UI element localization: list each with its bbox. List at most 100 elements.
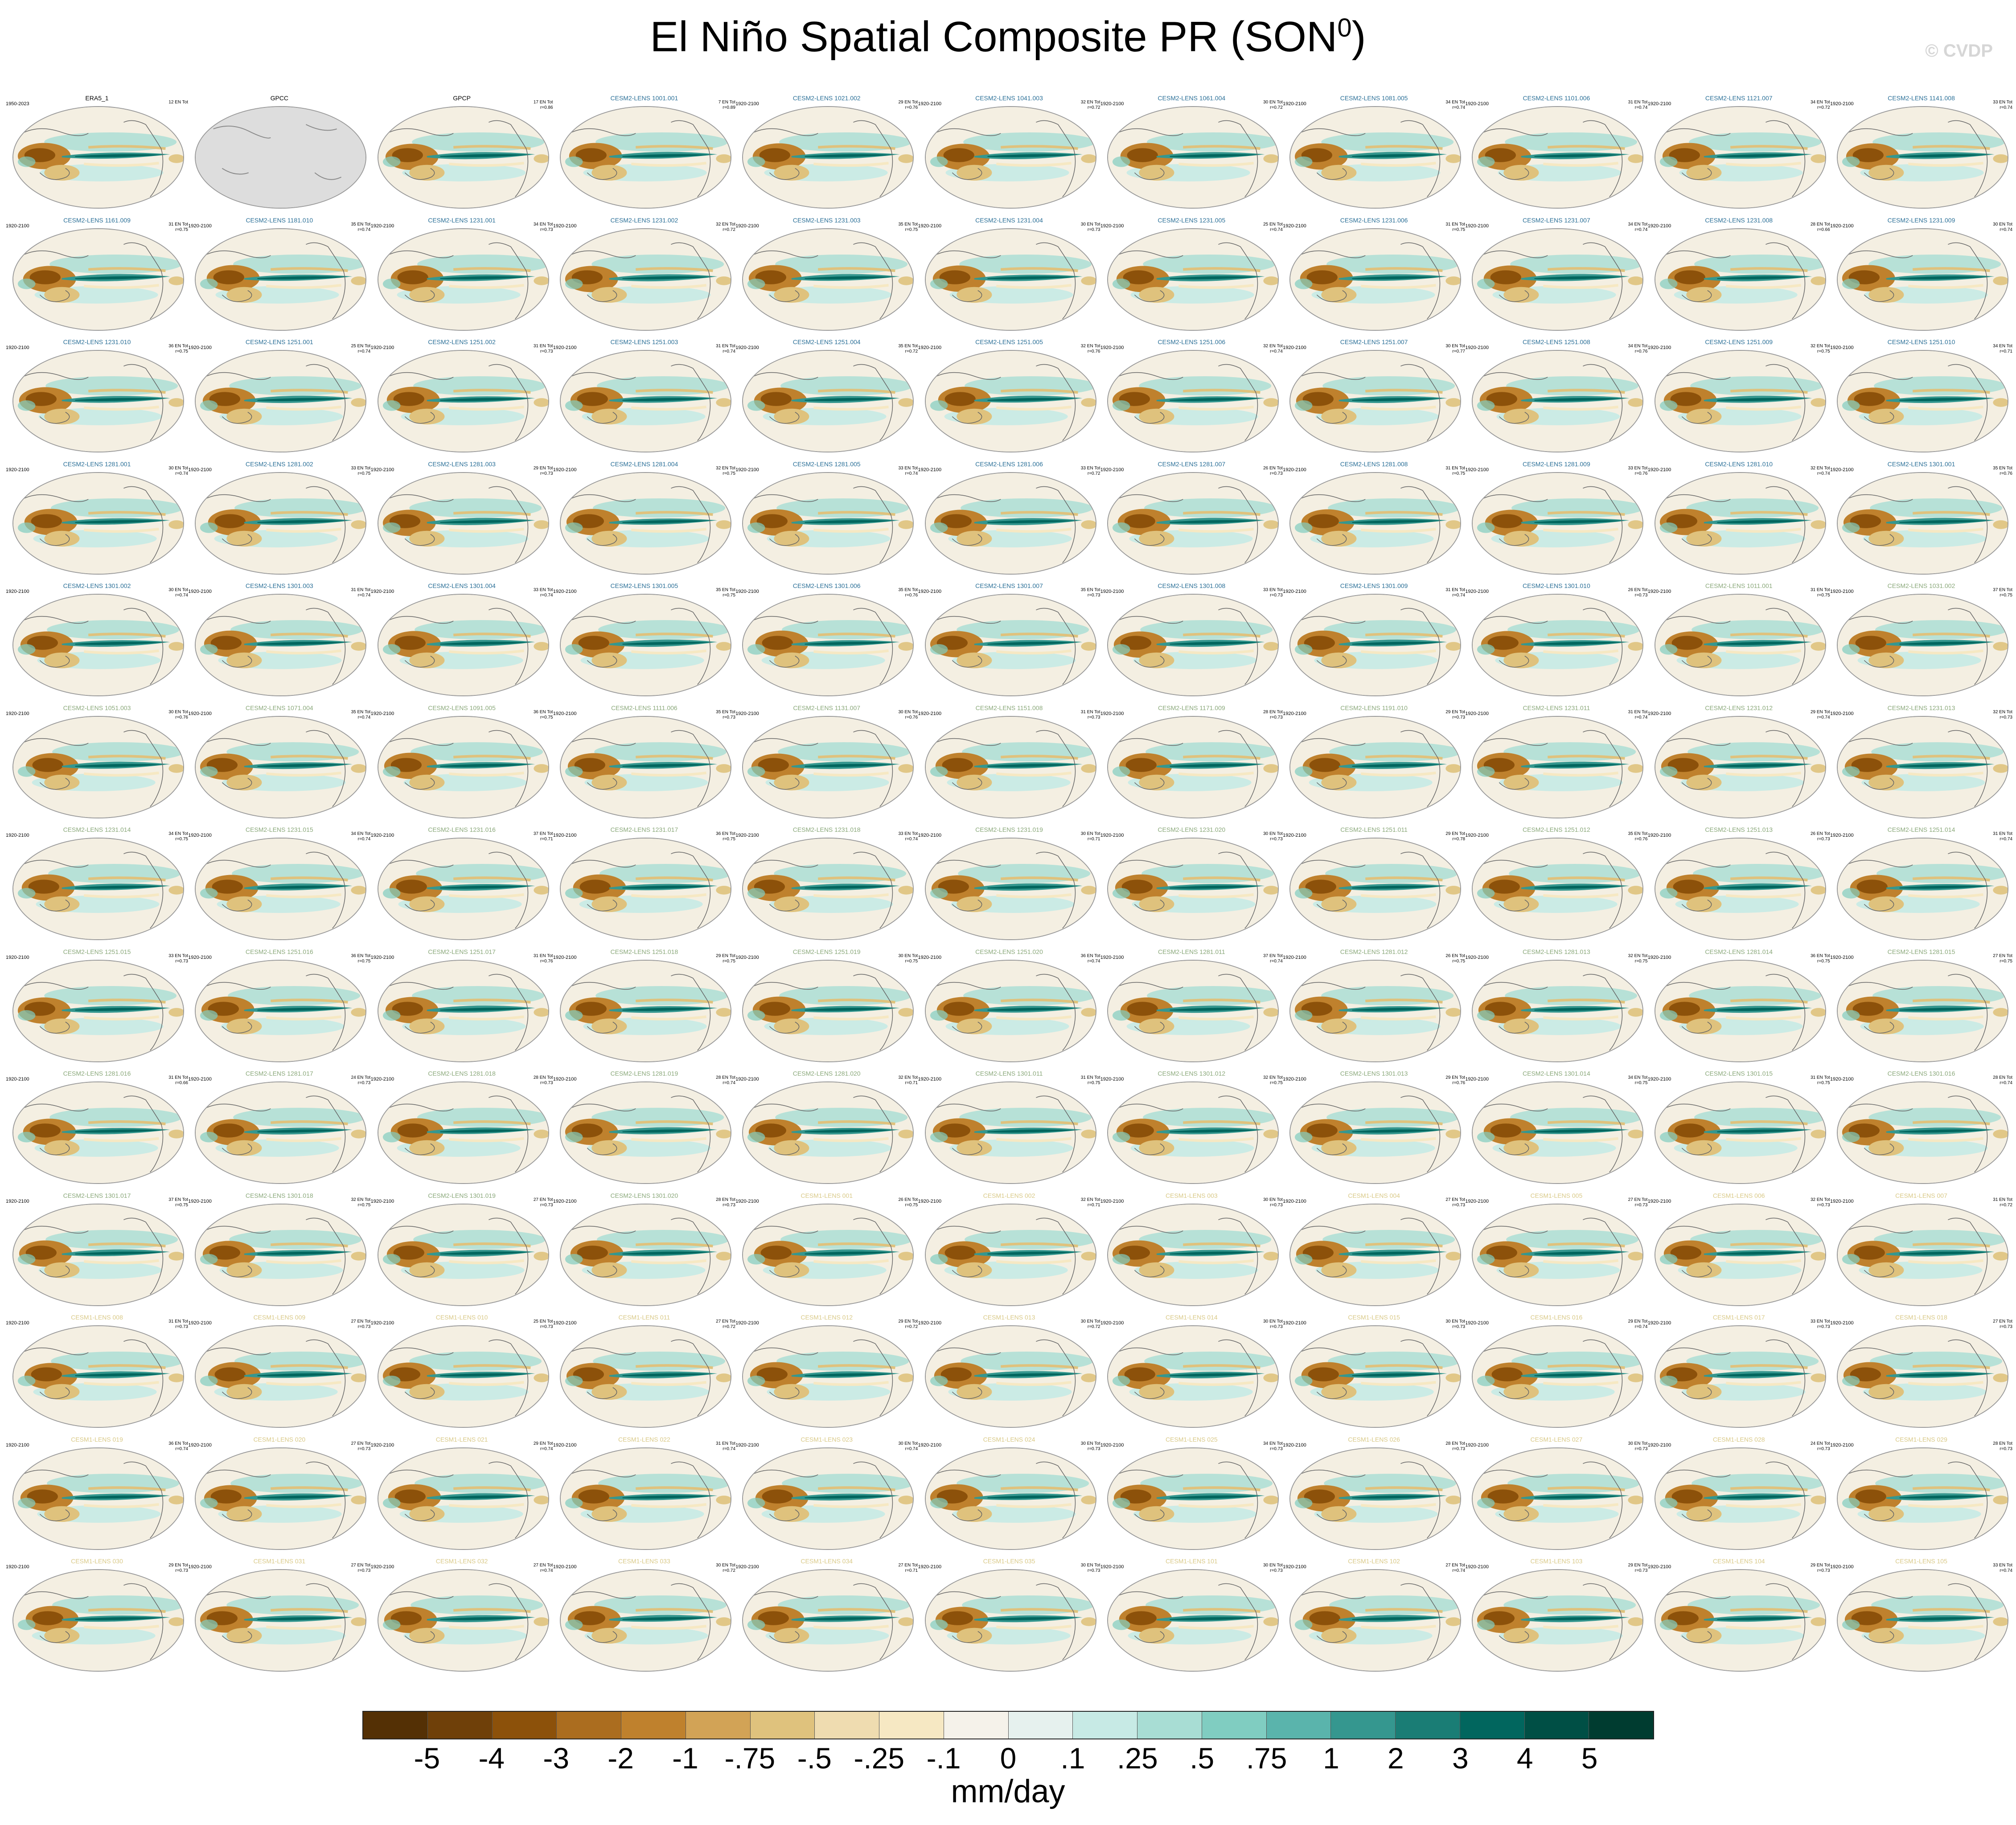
panel-years: 1920-2100 [1100, 711, 1124, 716]
panel-count: 25 EN Tot [351, 344, 371, 349]
panel-title: CESM2-LENS 1281.015 [1887, 948, 1955, 955]
panel-title: CESM2-LENS 1301.007 [975, 582, 1043, 589]
panel-title: CESM1-LENS 020 [253, 1435, 306, 1443]
composite-map [924, 838, 1096, 940]
colorbar-tick-label: 2 [1388, 1742, 1404, 1775]
panel-years: 1920-2100 [1465, 954, 1489, 960]
panel-years: 1920-2100 [6, 833, 29, 838]
composite-map [559, 350, 731, 452]
composite-map [1107, 1569, 1279, 1672]
panel-years: 1920-2100 [1647, 101, 1671, 107]
panel-count: 29 EN Tot [1810, 709, 1830, 715]
composite-map [377, 1325, 549, 1428]
panel-years: 1920-2100 [1647, 1198, 1671, 1204]
panel-title: CESM2-LENS 1231.001 [428, 216, 496, 224]
panel-title: CESM2-LENS 1231.007 [1523, 216, 1590, 224]
panel-count: 32 EN Tot [1080, 1197, 1100, 1202]
panel-years: 1920-2100 [1100, 1198, 1124, 1204]
panel-years: 1920-2100 [6, 1442, 29, 1448]
map-panel: CESM2-LENS 1051.003 1920-2100 30 EN Totr… [6, 704, 188, 826]
panel-years: 1920-2100 [1283, 345, 1306, 350]
colorbar-swatch [1396, 1712, 1460, 1739]
map-panel: CESM2-LENS 1231.007 1920-2100 34 EN Totr… [1465, 217, 1647, 339]
map-panel: CESM1-LENS 019 1920-2100 36 EN Totr=0.74 [6, 1436, 188, 1558]
composite-map [1654, 1569, 1826, 1672]
colorbar-tick-label: -5 [414, 1742, 440, 1775]
panel-years: 1920-2100 [6, 223, 29, 229]
panel-years: 1920-2100 [6, 1320, 29, 1326]
panel-count: 29 EN Tot [533, 465, 553, 471]
panel-count: 32 EN Tot [898, 1075, 918, 1080]
panel-years: 1920-2100 [1465, 223, 1489, 229]
panel-count: 30 EN Tot [1080, 1441, 1100, 1446]
panel-years: 1920-2100 [1100, 589, 1124, 594]
panel-title: CESM2-LENS 1301.015 [1705, 1070, 1773, 1077]
colorbar-tick-label: -2 [608, 1742, 634, 1775]
map-panel: CESM2-LENS 1251.012 1920-2100 35 EN Totr… [1465, 826, 1647, 948]
composite-map [195, 228, 367, 331]
panel-title: CESM1-LENS 014 [1165, 1314, 1218, 1321]
panel-count: 32 EN Tot [1080, 100, 1100, 105]
panel-count: 36 EN Tot [716, 831, 735, 836]
panel-years: 1920-2100 [1647, 345, 1671, 350]
composite-map [742, 1569, 914, 1672]
panel-years: 1920-2100 [1647, 223, 1671, 229]
panel-years: 1920-2100 [1830, 589, 1854, 594]
map-panel: CESM1-LENS 004 1920-2100 27 EN Totr=0.73 [1283, 1192, 1465, 1314]
panel-stats: 12 EN Tot [168, 100, 188, 105]
panel-count: 28 EN Tot [1993, 1075, 2012, 1080]
panel-title: CESM2-LENS 1181.010 [246, 216, 313, 224]
panel-count: 34 EN Tot [1628, 1075, 1648, 1080]
colorbar-swatch [557, 1712, 621, 1739]
panel-grid: ERA5_1 1950-2023 12 EN Tot GPCC GPCP 17 … [6, 95, 2012, 1672]
composite-map [1107, 228, 1279, 331]
panel-years: 1920-2100 [370, 1564, 394, 1570]
panel-title: CESM1-LENS 101 [1165, 1558, 1218, 1565]
composite-map [377, 1081, 549, 1184]
colorbar-tick-label: 3 [1452, 1742, 1469, 1775]
composite-map [559, 1325, 731, 1428]
panel-years: 1920-2100 [188, 589, 212, 594]
colorbar-tick-label: -.25 [854, 1742, 905, 1775]
panel-count: 34 EN Tot [351, 831, 371, 836]
panel-years: 1920-2100 [1465, 101, 1489, 107]
panel-count: 7 EN Tot [718, 100, 735, 105]
panel-count: 31 EN Tot [1993, 1197, 2012, 1202]
map-panel: CESM1-LENS 008 1920-2100 31 EN Totr=0.73 [6, 1314, 188, 1436]
panel-title: CESM2-LENS 1301.017 [63, 1192, 131, 1199]
panel-years: 1920-2100 [1465, 1564, 1489, 1570]
composite-map [924, 715, 1096, 818]
panel-count: 27 EN Tot [716, 1319, 735, 1324]
colorbar-tick-label: -.75 [724, 1742, 776, 1775]
composite-map [1289, 1325, 1462, 1428]
colorbar-tick-label: 4 [1516, 1742, 1533, 1775]
map-panel: CESM2-LENS 1231.019 1920-2100 30 EN Totr… [918, 826, 1100, 948]
composite-map [1654, 106, 1826, 209]
map-panel: CESM2-LENS 1281.005 1920-2100 33 EN Totr… [735, 460, 918, 583]
panel-count: 24 EN Tot [1810, 1441, 1830, 1446]
map-panel: CESM1-LENS 001 1920-2100 26 EN Totr=0.75 [735, 1192, 918, 1314]
map-panel: CESM2-LENS 1301.002 1920-2100 30 EN Totr… [6, 582, 188, 704]
panel-title: CESM1-LENS 032 [435, 1558, 488, 1565]
panel-count: 33 EN Tot [1810, 1319, 1830, 1324]
map-panel: CESM2-LENS 1301.001 1920-2100 35 EN Totr… [1830, 460, 2012, 583]
composite-map [924, 1081, 1096, 1184]
panel-count: 27 EN Tot [351, 1441, 371, 1446]
colorbar-swatch [492, 1712, 557, 1739]
map-panel: CESM2-LENS 1301.010 1920-2100 26 EN Totr… [1465, 582, 1647, 704]
colorbar-tick-label: -1 [672, 1742, 698, 1775]
panel-years: 1920-2100 [735, 833, 759, 838]
panel-title: CESM2-LENS 1281.009 [1523, 460, 1590, 468]
composite-map [12, 106, 184, 209]
panel-years: 1920-2100 [735, 954, 759, 960]
composite-map [559, 472, 731, 575]
panel-title: CESM2-LENS 1051.003 [63, 704, 131, 711]
composite-map [1654, 838, 1826, 940]
panel-title: CESM1-LENS 033 [618, 1558, 670, 1565]
panel-title: CESM2-LENS 1281.014 [1705, 948, 1773, 955]
map-panel: CESM1-LENS 002 1920-2100 32 EN Totr=0.71 [918, 1192, 1100, 1314]
panel-years: 1920-2100 [918, 954, 942, 960]
panel-title: CESM2-LENS 1281.004 [610, 460, 678, 468]
panel-years: 1920-2100 [735, 711, 759, 716]
map-panel: CESM2-LENS 1251.007 1920-2100 30 EN Totr… [1283, 338, 1465, 460]
